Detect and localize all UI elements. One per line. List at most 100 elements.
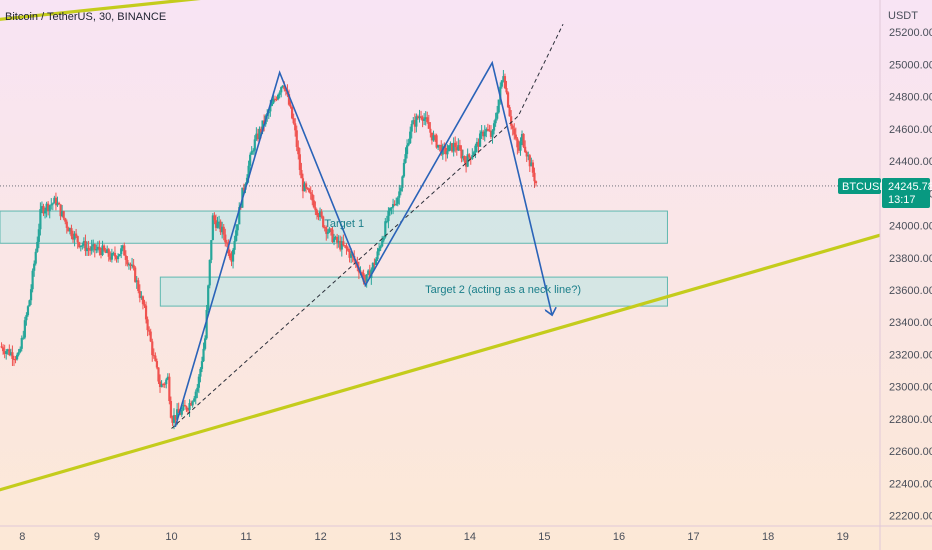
candle — [95, 244, 98, 254]
candle-body — [346, 248, 350, 251]
candle-body — [452, 142, 455, 152]
candle — [460, 145, 463, 163]
dashed-neckline[interactable] — [171, 23, 564, 429]
candle — [43, 207, 47, 219]
candle-body — [433, 135, 437, 137]
candle-body — [109, 256, 112, 260]
candle-body — [12, 358, 16, 360]
candle-body — [418, 116, 421, 119]
candle — [2, 344, 5, 355]
candle-body — [486, 129, 489, 131]
candle-body — [59, 204, 62, 217]
candle-body — [332, 238, 336, 243]
candle — [11, 345, 14, 366]
candle-body — [228, 253, 232, 259]
candle-body — [135, 280, 138, 282]
candle-body — [155, 361, 159, 368]
time-axis[interactable]: 8 9 10 11 12 13 14 15 16 17 18 19 — [19, 531, 849, 543]
candle — [221, 221, 224, 239]
symbol-tag — [838, 177, 881, 194]
candle — [64, 217, 67, 225]
candle — [461, 149, 465, 162]
candle-body — [337, 240, 340, 243]
candle — [447, 145, 451, 152]
candle-body — [177, 409, 180, 413]
candle — [12, 355, 16, 367]
candle-body — [343, 245, 347, 247]
candle-body — [115, 256, 118, 260]
candle — [211, 213, 214, 241]
candle-body — [252, 150, 255, 152]
candle — [65, 219, 68, 234]
candle-body — [171, 417, 174, 423]
candle-body — [249, 154, 252, 166]
candle-body — [20, 338, 23, 349]
candle — [452, 137, 455, 157]
candle-body — [506, 92, 510, 108]
candle — [104, 247, 107, 254]
candle — [278, 90, 281, 99]
candle — [40, 201, 44, 214]
candle — [25, 312, 28, 326]
candle-body — [329, 228, 333, 230]
candle — [151, 338, 154, 362]
candle — [34, 248, 37, 266]
candle — [516, 136, 519, 155]
candle — [314, 201, 317, 216]
candle — [208, 259, 211, 289]
candle-body — [217, 221, 221, 223]
candle-body — [50, 204, 53, 206]
candle — [118, 253, 121, 257]
candle-body — [314, 207, 317, 211]
candle-body — [360, 272, 364, 274]
candle — [444, 143, 448, 162]
trendline-lower[interactable] — [0, 233, 880, 492]
candle-body — [469, 157, 472, 159]
candle-body — [309, 192, 312, 194]
candle-body — [499, 86, 502, 100]
candle — [345, 243, 348, 255]
candle — [524, 140, 527, 153]
candle-body — [56, 202, 59, 206]
candle — [469, 156, 472, 165]
candle-body — [508, 107, 511, 117]
candle — [275, 96, 278, 102]
candle-body — [154, 355, 157, 362]
candle — [107, 247, 110, 262]
candle — [522, 133, 525, 149]
candle-body — [376, 251, 379, 260]
candle — [143, 299, 146, 309]
candle — [165, 377, 168, 389]
candle-body — [73, 233, 76, 240]
candle-body — [497, 99, 500, 113]
candle-body — [9, 352, 12, 355]
candle-body — [203, 338, 207, 349]
double-top-pattern-path[interactable] — [174, 60, 552, 428]
candle — [166, 373, 169, 381]
candle-body — [166, 376, 169, 380]
candle-body — [134, 267, 137, 282]
candle — [485, 127, 488, 138]
candle-body — [34, 251, 37, 264]
candle-body — [25, 315, 28, 321]
candle — [332, 233, 336, 246]
candle — [222, 224, 225, 241]
price-tick-label: 23000.00 — [889, 382, 932, 394]
candle — [480, 124, 483, 139]
candle — [256, 128, 260, 142]
candle — [308, 187, 311, 194]
candle — [446, 144, 449, 159]
candle-body — [485, 129, 488, 132]
trendline-upper[interactable] — [0, 0, 216, 21]
candle — [329, 227, 333, 236]
candle — [415, 113, 418, 133]
candle-body — [57, 202, 61, 205]
candle — [488, 124, 491, 132]
annotation-target2: Target 2 (acting as a neck line?) — [425, 284, 581, 296]
candle-body — [78, 242, 81, 248]
candle — [502, 69, 505, 83]
candle-body — [99, 250, 103, 255]
candle-body — [39, 209, 42, 230]
